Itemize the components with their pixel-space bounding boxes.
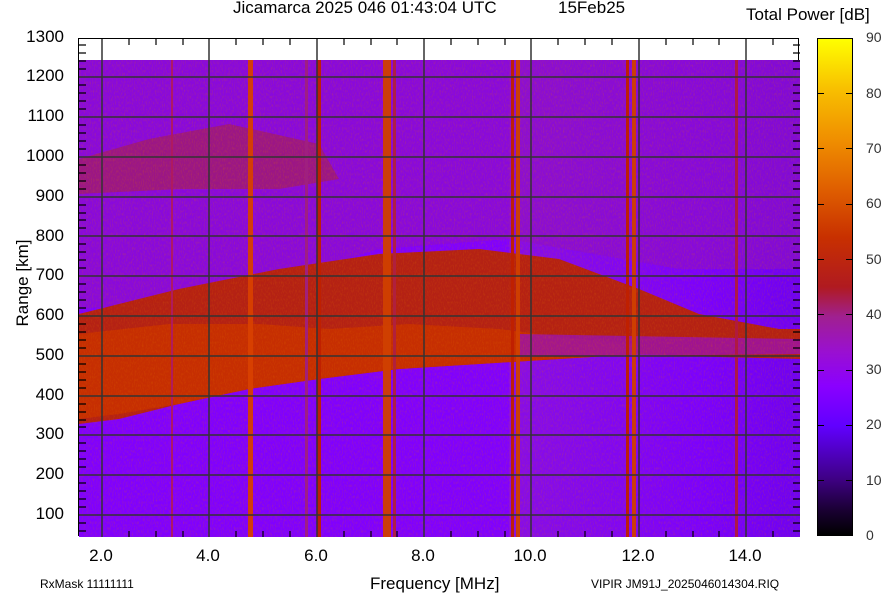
interference-lines	[171, 60, 738, 537]
chart-title: Jicamarca 2025 046 01:43:04 UTC	[233, 0, 497, 17]
minor-ticks	[79, 39, 800, 537]
xtick-label: 6.0	[304, 546, 328, 565]
ytick-label: 800	[35, 226, 64, 245]
colorbar-tick-label: 30	[866, 361, 882, 377]
colorbar-tick-label: 40	[866, 306, 882, 322]
ionogram-heatmap	[79, 39, 800, 537]
xtick-label: 2.0	[89, 546, 113, 565]
colorbar-tick-label: 20	[866, 416, 882, 432]
ytick-label: 1200	[26, 66, 64, 85]
xtick-label: 14.0	[728, 546, 762, 565]
rxmask-label: RxMask 11111111	[40, 577, 134, 591]
xtick-label: 12.0	[621, 546, 655, 565]
colorbar-tick-label: 50	[866, 251, 882, 267]
xtick-label: 4.0	[196, 546, 220, 565]
ytick-label: 100	[35, 504, 64, 523]
xtick-label: 10.0	[513, 546, 547, 565]
ytick-label: 200	[35, 464, 64, 483]
colorbar-tick-label: 0	[866, 527, 874, 543]
x-axis-label: Frequency [MHz]	[370, 574, 500, 593]
ytick-label: 400	[35, 385, 64, 404]
colorbar	[817, 38, 853, 536]
y-axis-label: Range [km]	[13, 239, 32, 327]
chart-date: 15Feb25	[558, 0, 626, 17]
ytick-label: 1000	[26, 146, 64, 165]
ytick-label: 500	[35, 345, 64, 364]
grid	[79, 39, 800, 537]
filename-label: VIPIR JM91J_2025046014304.RIQ	[591, 577, 780, 591]
colorbar-title: Total Power [dB]	[746, 5, 870, 24]
ytick-label: 1300	[26, 27, 64, 46]
ytick-label: 600	[35, 305, 64, 324]
ytick-label: 300	[35, 424, 64, 443]
ytick-label: 700	[35, 265, 64, 284]
ytick-label: 1100	[27, 106, 64, 125]
colorbar-tick-label: 80	[866, 85, 882, 101]
colorbar-tick-label: 60	[866, 195, 882, 211]
ytick-label: 900	[35, 186, 64, 205]
colorbar-tick-label: 70	[866, 140, 882, 156]
colorbar-tick-label: 10	[866, 472, 882, 488]
xtick-label: 8.0	[411, 546, 435, 565]
colorbar-tick-label: 90	[866, 29, 882, 45]
ionogram-plot	[78, 38, 800, 537]
